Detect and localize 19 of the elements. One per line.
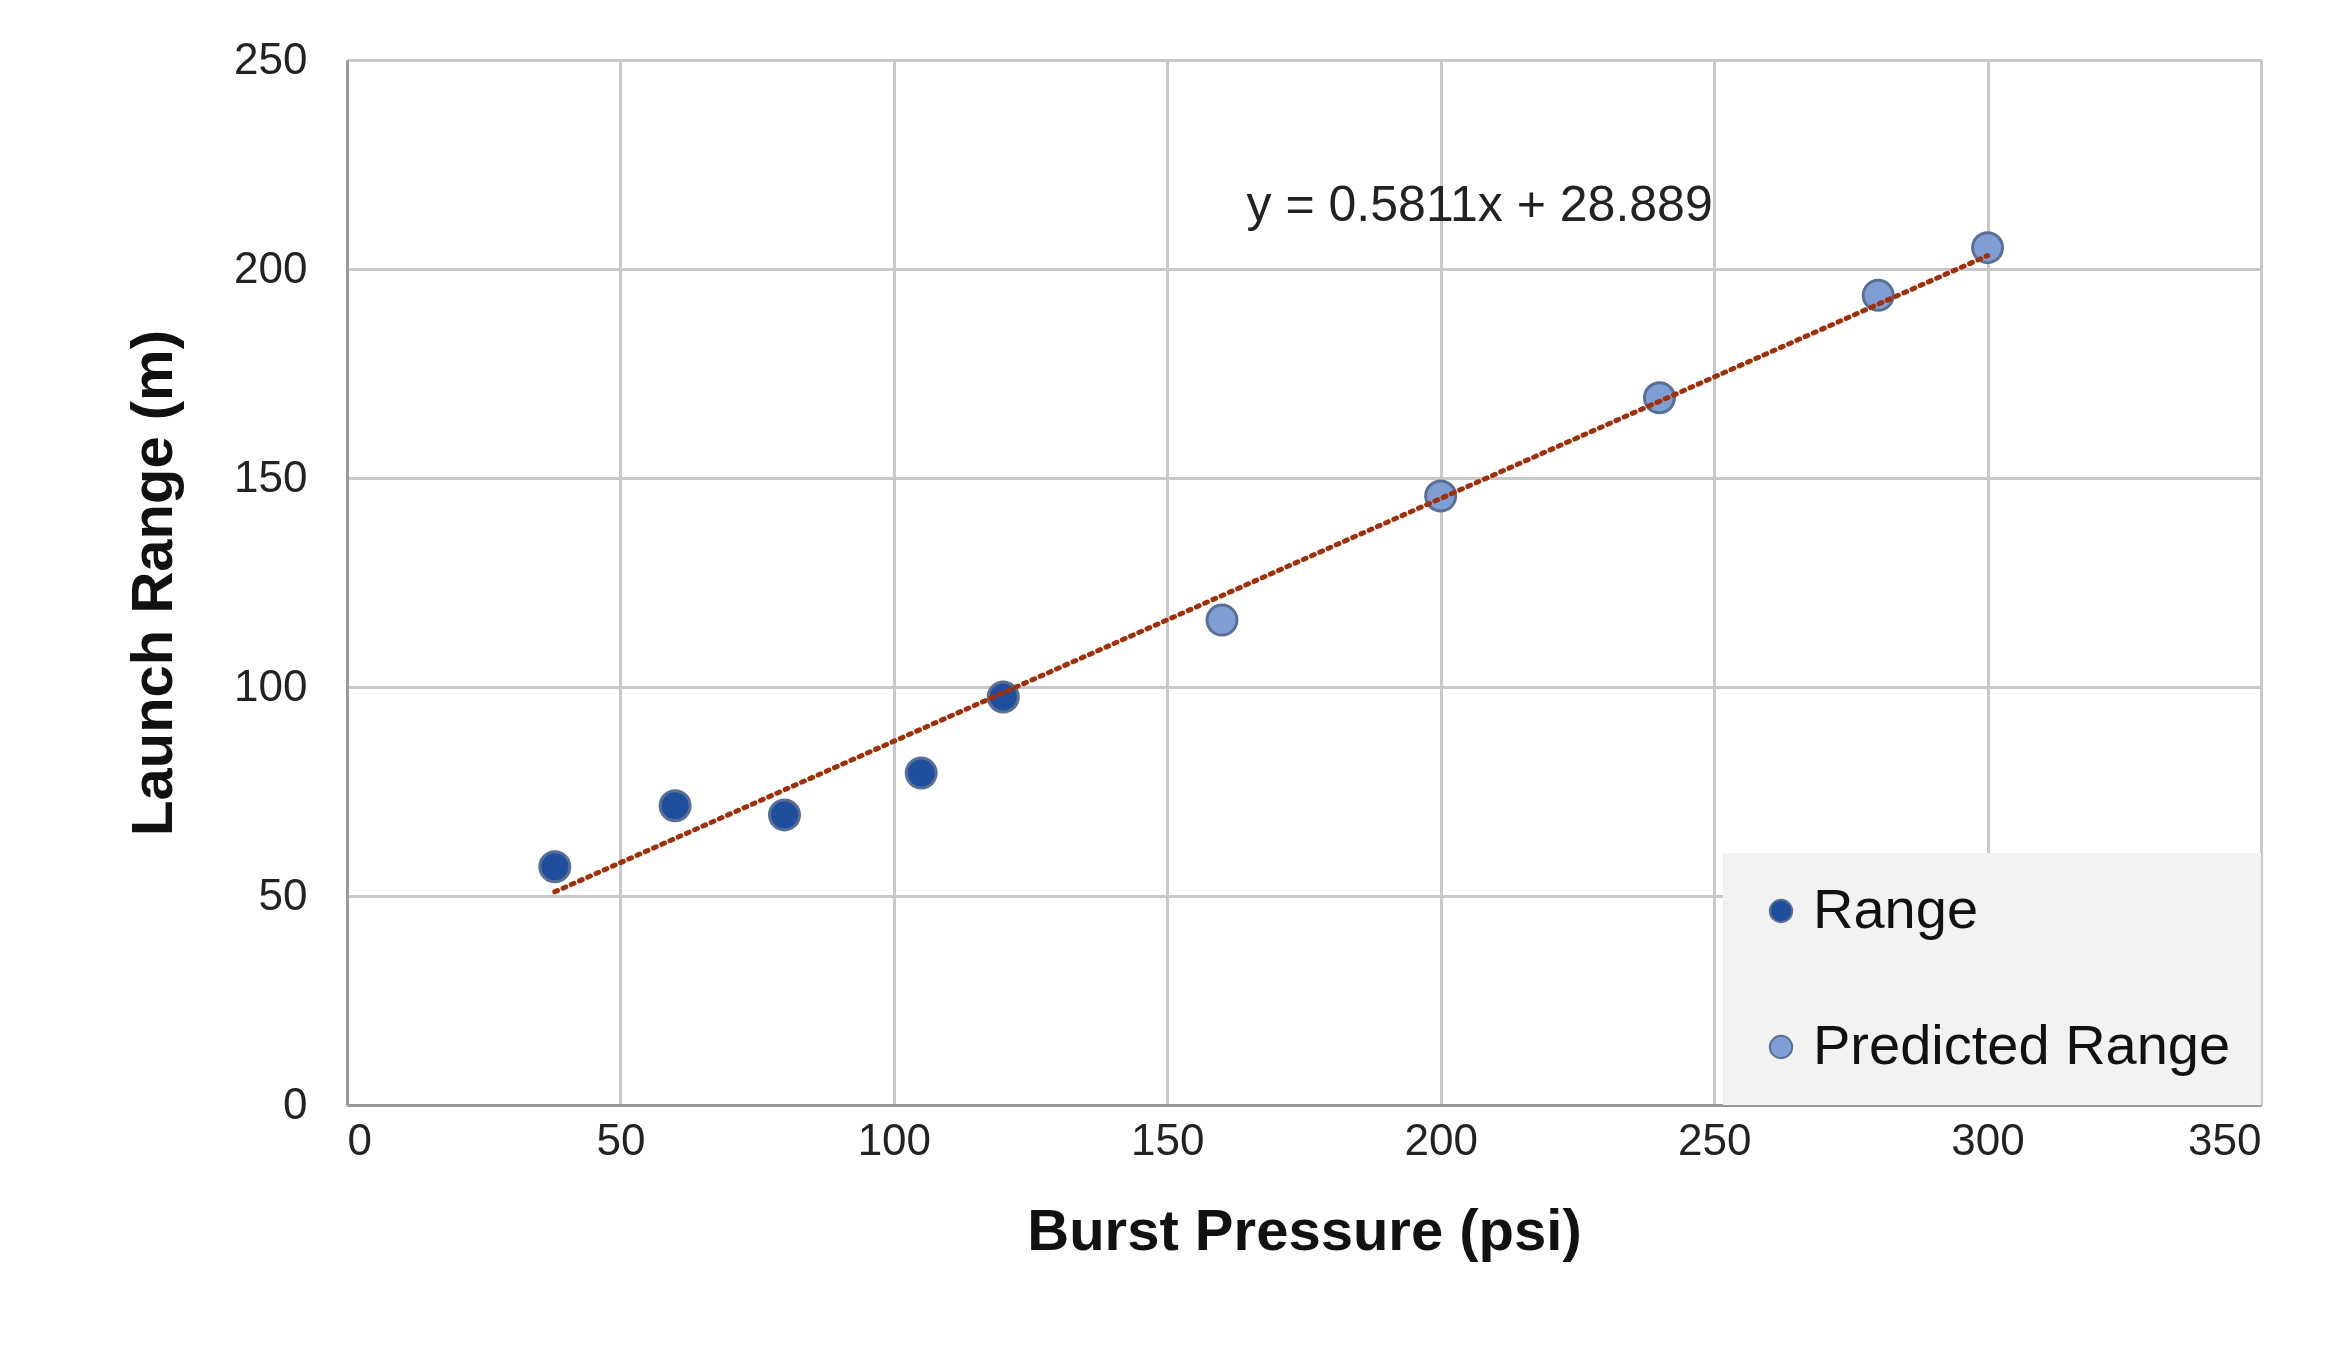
x-tick-label: 200 bbox=[1404, 1114, 1478, 1164]
x-tick-label: 250 bbox=[1677, 1114, 1752, 1164]
annotation: y = 0.5811x + 28.889 bbox=[1246, 176, 1713, 233]
x-tick-label: 350 bbox=[2188, 1114, 2262, 1164]
x-tick-label: 0 bbox=[347, 1114, 372, 1164]
y-tick-label: 100 bbox=[234, 660, 308, 710]
y-tick-label: 0 bbox=[283, 1078, 308, 1128]
x-tick-label: 300 bbox=[1951, 1114, 2025, 1164]
x-tick-label: 150 bbox=[1131, 1114, 1205, 1164]
legend-label: Predicted Range bbox=[1813, 1013, 2231, 1076]
y-tick-label: 150 bbox=[234, 451, 308, 501]
y-tick-label: 200 bbox=[234, 242, 308, 292]
x-axis-title: Burst Pressure (psi) bbox=[1027, 1196, 1582, 1262]
x-tick-label: 50 bbox=[596, 1114, 646, 1164]
y-tick-label: 50 bbox=[258, 869, 308, 919]
y-tick-label: 250 bbox=[234, 33, 308, 83]
legend-label: Range bbox=[1813, 877, 1979, 940]
y-axis-title: Launch Range (m) bbox=[119, 330, 185, 836]
x-tick-label: 100 bbox=[857, 1114, 932, 1164]
